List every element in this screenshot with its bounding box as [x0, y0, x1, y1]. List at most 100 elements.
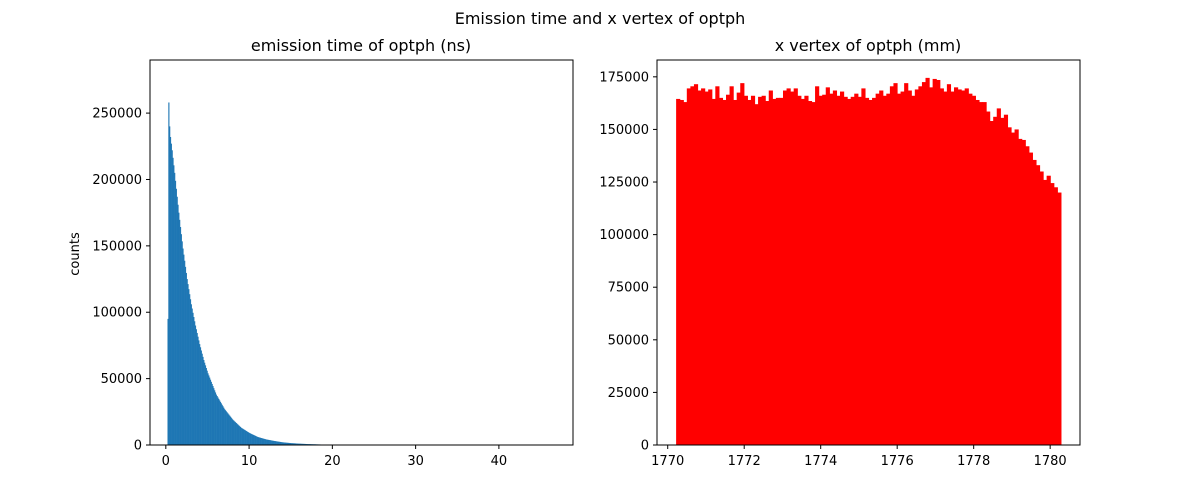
x-vertex-bar — [843, 96, 848, 445]
emission-time-bar — [291, 443, 293, 445]
emission-time-bar — [204, 362, 206, 445]
emission-time-bar — [264, 439, 267, 445]
emission-time-bar — [230, 417, 232, 445]
emission-time-bar — [257, 437, 259, 445]
x-vertex-bar — [1007, 127, 1012, 445]
emission-time-bar — [242, 428, 244, 445]
emission-time-x-tick-label: 0 — [162, 454, 170, 469]
x-vertex-bar — [986, 111, 991, 445]
x-vertex-bar — [715, 86, 720, 446]
x-vertex-bar — [936, 79, 941, 446]
emission-time-bar — [231, 418, 233, 445]
emission-time-bar — [199, 347, 202, 445]
emission-time-bar — [232, 419, 234, 445]
emission-time-bar — [193, 317, 195, 445]
emission-time-bar — [289, 443, 292, 445]
x-vertex-bar — [1011, 132, 1016, 445]
x-vertex-bar — [1025, 146, 1030, 445]
x-vertex-y-tick-label: 50000 — [608, 333, 649, 348]
emission-time-bar — [305, 443, 307, 445]
x-vertex-bar — [886, 93, 891, 445]
x-vertex-bar — [797, 95, 802, 446]
emission-time-x-tick-label: 10 — [241, 454, 258, 469]
emission-time-bar — [199, 344, 201, 445]
emission-time-bar — [201, 353, 203, 445]
emission-time-bar — [274, 441, 276, 445]
x-vertex-bar — [868, 99, 873, 445]
x-vertex-bar — [683, 102, 688, 445]
emission-time-bar — [212, 386, 214, 445]
emission-time-bar — [238, 425, 240, 445]
emission-time-bar — [250, 433, 252, 445]
emission-time-bar — [300, 443, 302, 445]
x-vertex-bar — [968, 93, 973, 445]
emission-time-bar — [288, 442, 290, 445]
emission-time-bar — [263, 438, 265, 445]
x-vertex-bar — [711, 98, 716, 446]
emission-time-bar — [196, 332, 198, 445]
x-vertex-bar — [807, 101, 813, 446]
emission-time-bar — [243, 429, 245, 445]
x-vertex-chart-title: x vertex of optph (mm) — [775, 36, 962, 55]
x-vertex-bar — [825, 87, 830, 445]
x-vertex-bar — [779, 97, 784, 446]
x-vertex-bar — [978, 102, 984, 445]
emission-time-bar — [303, 443, 305, 445]
x-vertex-y-tick-label: 100000 — [599, 228, 649, 243]
emission-time-bar — [237, 424, 239, 445]
x-vertex-bar — [754, 104, 759, 446]
emission-time-bar — [167, 318, 169, 445]
x-vertex-bar — [879, 90, 884, 445]
x-vertex-bar — [911, 95, 916, 446]
emission-time-plot-area: 0 10 20 30 40 0 50000 100000 150000 200000 250000 — [92, 59, 574, 469]
emission-time-bar — [190, 304, 192, 445]
x-vertex-bar — [840, 91, 845, 445]
x-vertex-bar — [733, 99, 738, 445]
x-vertex-x-tick-label: 1774 — [804, 454, 837, 469]
emission-time-bar — [249, 433, 251, 445]
emission-time-bar — [258, 437, 260, 445]
x-vertex-histogram-panel: x vertex of optph (mm) 1770 1772 1774 1776 1… — [599, 36, 1081, 469]
emission-time-bar — [169, 126, 171, 445]
x-vertex-bar — [854, 93, 859, 445]
emission-time-axes-frame — [149, 59, 574, 446]
x-vertex-bar — [864, 97, 870, 446]
emission-time-bar — [214, 390, 216, 445]
emission-time-bar — [279, 441, 281, 445]
emission-time-bar — [259, 437, 261, 445]
emission-time-bar — [284, 442, 286, 445]
emission-time-bar — [216, 396, 218, 445]
x-vertex-bar — [690, 86, 695, 446]
x-vertex-bar — [1021, 139, 1026, 445]
emission-time-x-tick-label: 20 — [324, 454, 341, 469]
emission-time-bar — [209, 377, 211, 445]
emission-time-bar — [205, 368, 207, 445]
emission-time-bar — [187, 284, 189, 445]
emission-time-bar — [185, 272, 187, 445]
x-vertex-bar — [729, 86, 734, 446]
x-vertex-bar — [993, 116, 998, 446]
x-vertex-bar — [918, 86, 923, 446]
emission-time-bar — [285, 442, 287, 445]
emission-time-bar — [174, 180, 177, 445]
emission-time-bar — [294, 443, 297, 445]
x-vertex-bar — [857, 96, 862, 445]
x-vertex-y-tick-label: 0 — [641, 439, 649, 454]
figure-suptitle: Emission time and x vertex of optph — [455, 9, 746, 28]
emission-time-bar — [175, 188, 177, 445]
emission-time-bar — [191, 308, 193, 445]
emission-time-bar — [251, 434, 253, 445]
emission-time-bar — [217, 397, 219, 445]
x-vertex-bar — [722, 99, 727, 445]
x-vertex-bar — [872, 97, 877, 446]
x-vertex-bar — [790, 91, 795, 445]
emission-time-bar — [277, 441, 279, 445]
emission-time-bar — [269, 440, 272, 445]
emission-time-y-tick-label: 50000 — [101, 372, 142, 387]
emission-time-bar — [203, 360, 205, 445]
x-vertex-bar — [822, 94, 827, 446]
emission-time-y-tick-label: 250000 — [92, 107, 142, 122]
x-vertex-bar — [765, 101, 770, 446]
emission-time-bar — [239, 426, 242, 445]
emission-time-bar — [245, 430, 247, 445]
